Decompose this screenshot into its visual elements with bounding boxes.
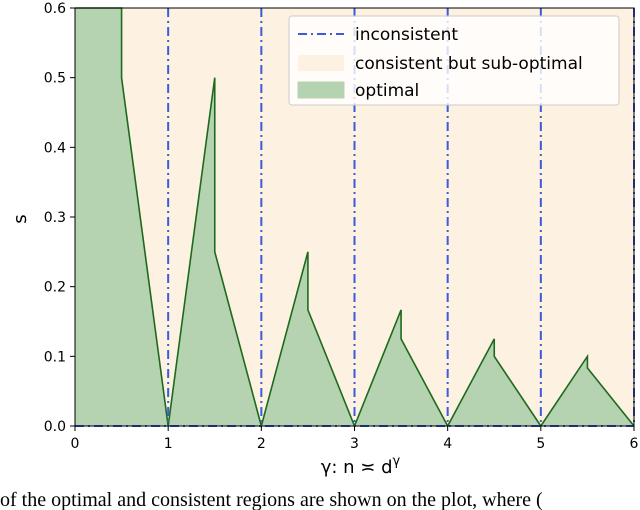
x-tick-label: 1	[164, 436, 173, 452]
x-tick-label: 6	[630, 436, 639, 452]
y-tick-label: 0.3	[44, 210, 66, 226]
y-ticks: 0.0 0.1 0.2 0.3 0.4 0.5 0.6	[44, 1, 75, 435]
x-tick-label: 0	[71, 436, 80, 452]
legend-consistent-swatch	[298, 55, 344, 71]
x-tick-label: 3	[350, 436, 359, 452]
y-axis-title: s	[10, 214, 31, 223]
legend-consistent-label: consistent but sub-optimal	[355, 54, 583, 74]
legend-optimal-label: optimal	[355, 81, 419, 101]
legend-inconsistent-label: inconsistent	[355, 25, 458, 45]
y-tick-label: 0.0	[44, 419, 66, 435]
y-tick-label: 0.5	[44, 71, 66, 87]
x-tick-label: 5	[536, 436, 545, 452]
x-axis-title-superscript: γ	[393, 454, 401, 469]
x-axis-title-main: γ: n ≍ d	[321, 457, 393, 478]
x-axis-title: γ: n ≍ dγ	[321, 454, 401, 478]
x-ticks: 0 1 2 3 4 5 6	[71, 426, 639, 452]
legend: inconsistent consistent but sub-optimal …	[288, 15, 620, 106]
y-tick-label: 0.6	[44, 1, 66, 17]
x-tick-label: 4	[443, 436, 452, 452]
y-tick-label: 0.4	[44, 140, 66, 156]
legend-box	[288, 15, 620, 106]
caption-text: of the optimal and consistent regions ar…	[0, 490, 543, 510]
x-tick-label: 2	[257, 436, 266, 452]
y-tick-label: 0.2	[44, 280, 66, 296]
legend-optimal-swatch	[297, 81, 345, 99]
y-tick-label: 0.1	[44, 349, 66, 365]
